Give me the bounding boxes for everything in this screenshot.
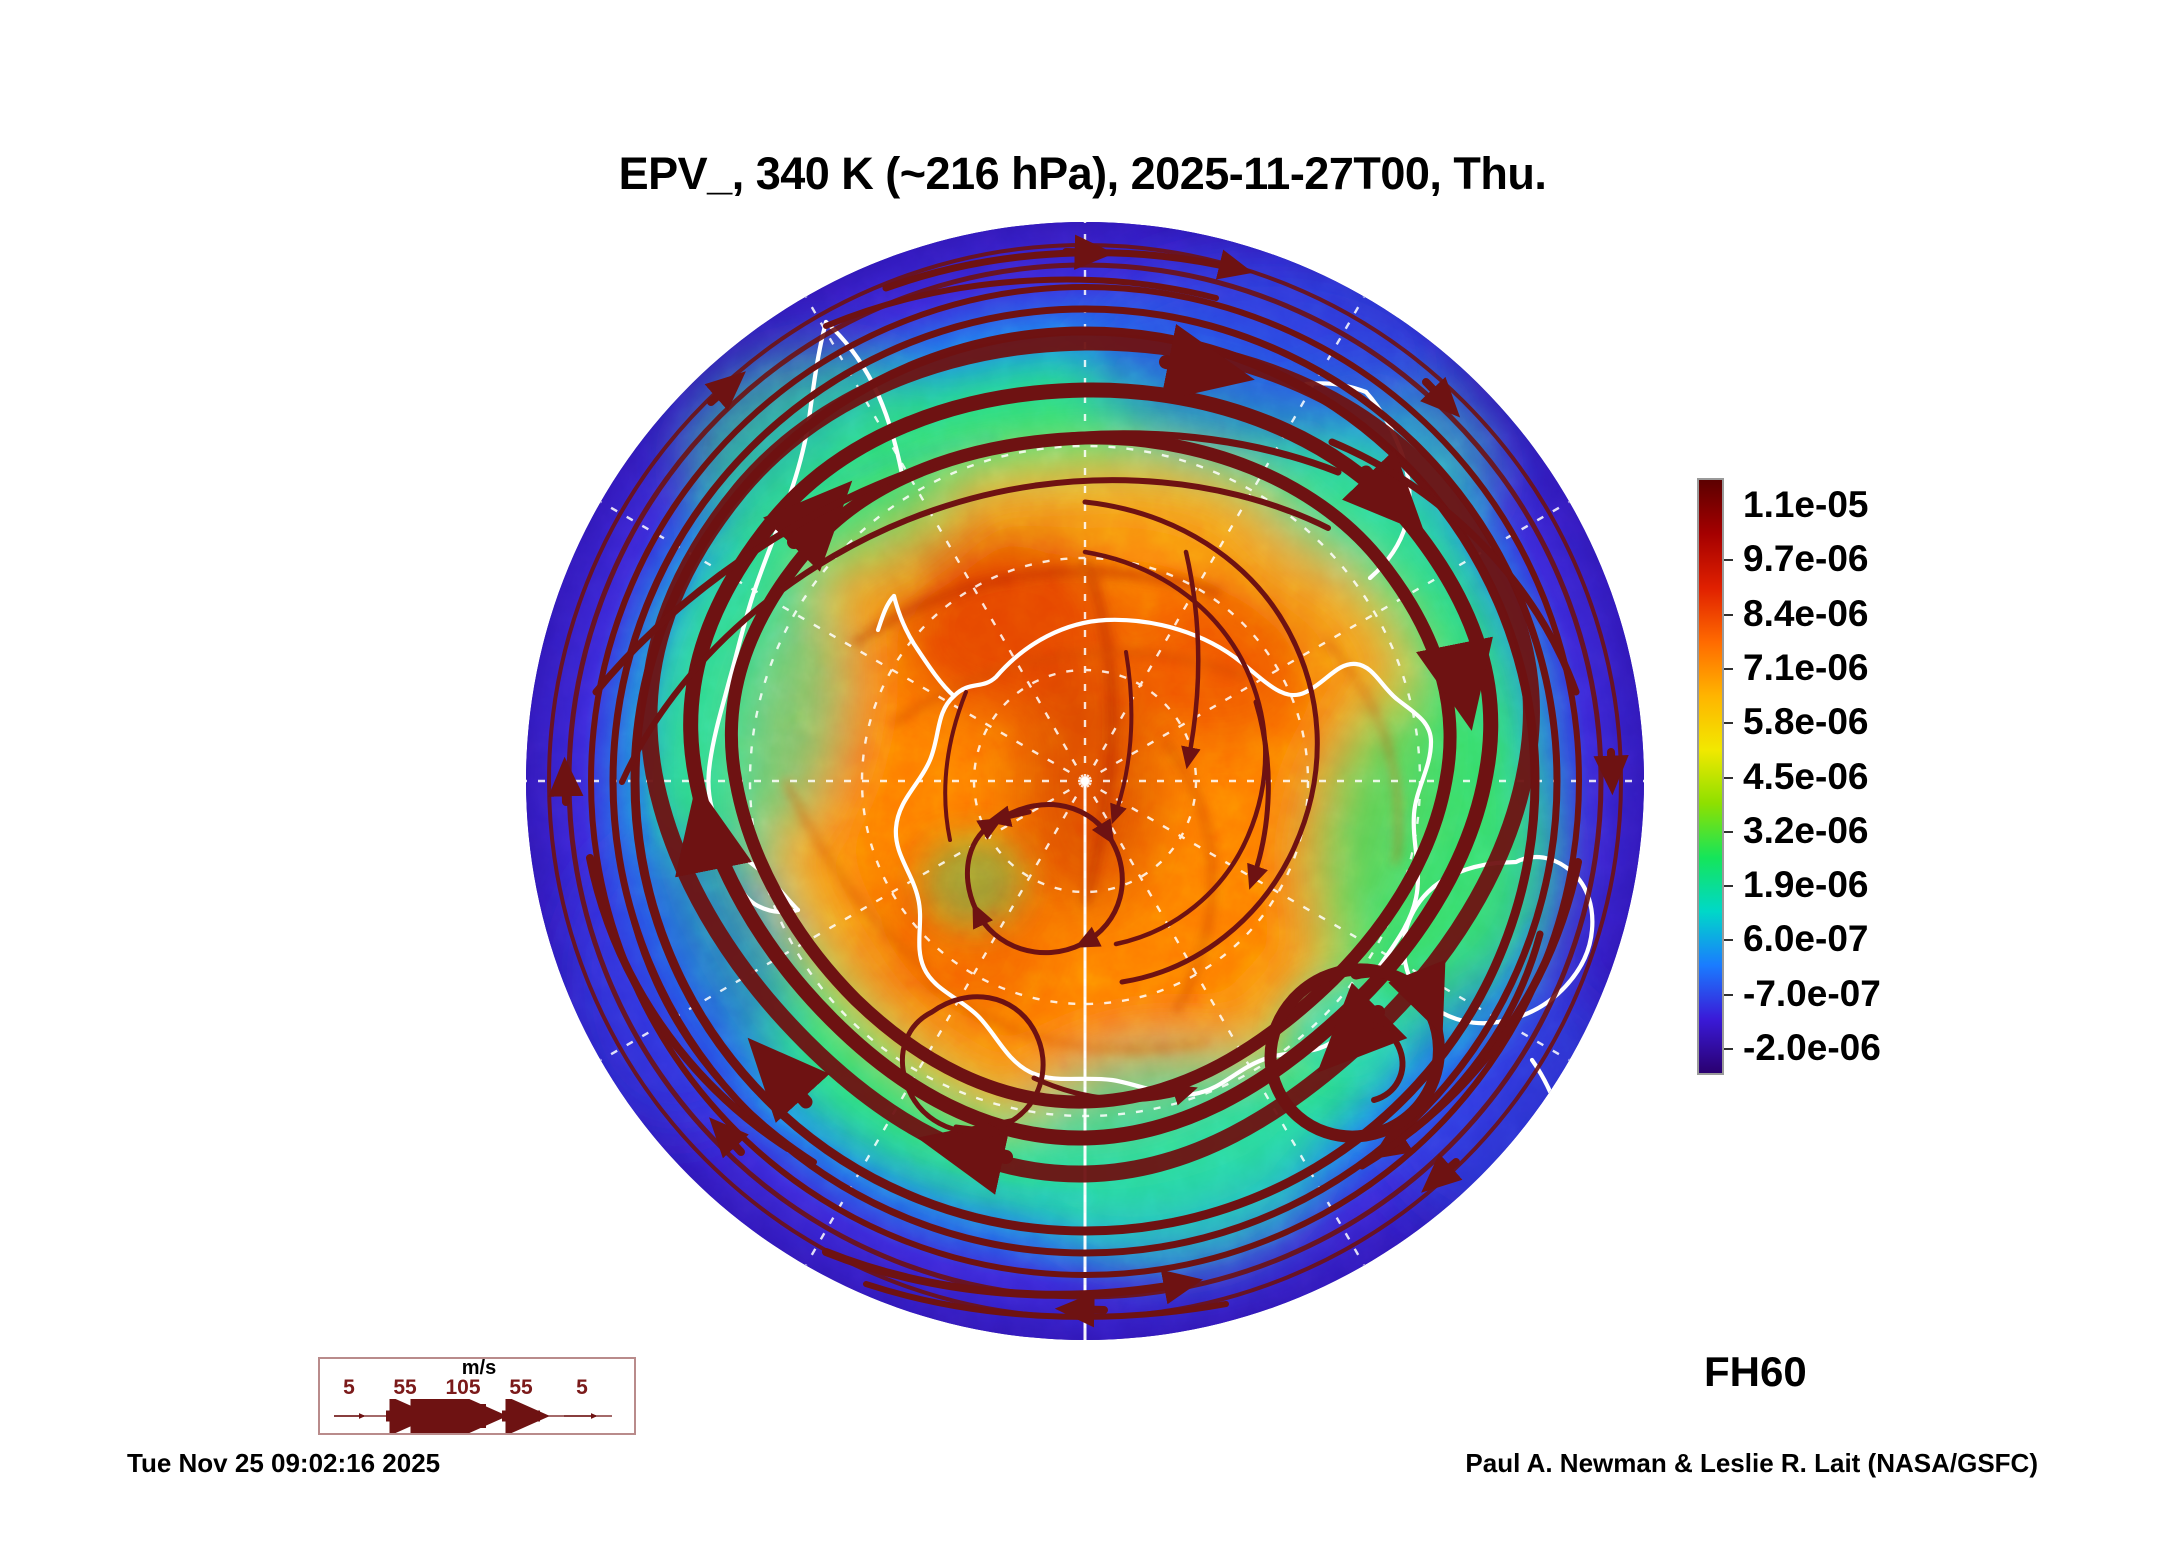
generation-timestamp: Tue Nov 25 09:02:16 2025	[127, 1448, 440, 1479]
wind-streamlines	[526, 222, 1644, 1340]
colorbar-tick-label: 8.4e-06	[1743, 593, 1869, 635]
colorbar-tick-label: 7.1e-06	[1743, 647, 1869, 689]
colorbar-tick-label: 1.9e-06	[1743, 864, 1869, 906]
colorbar-tick-label: -2.0e-06	[1743, 1027, 1881, 1069]
wind-legend-value: 55	[393, 1376, 416, 1400]
wind-legend-value: 5	[343, 1376, 355, 1400]
wind-speed-legend: m/s 555105555	[318, 1357, 636, 1435]
wind-legend-value: 55	[509, 1376, 532, 1400]
colorbar-ticks	[1724, 478, 1734, 1075]
polar-map	[526, 222, 1644, 1340]
colorbar-tick	[1724, 831, 1733, 833]
colorbar-tick	[1724, 777, 1733, 779]
colorbar-tick-label: 9.7e-06	[1743, 538, 1869, 580]
wind-legend-value: 5	[576, 1376, 588, 1400]
colorbar-tick	[1724, 614, 1733, 616]
colorbar-tick-label: 4.5e-06	[1743, 756, 1869, 798]
colorbar-tick-label: 6.0e-07	[1743, 918, 1869, 960]
colorbar-tick	[1724, 668, 1733, 670]
colorbar-tick-label: 3.2e-06	[1743, 810, 1869, 852]
colorbar-tick	[1724, 939, 1733, 941]
attribution-label: Paul A. Newman & Leslie R. Lait (NASA/GS…	[1465, 1448, 2038, 1479]
wind-legend-value: 105	[445, 1376, 480, 1400]
page-title: EPV_, 340 K (~216 hPa), 2025-11-27T00, T…	[0, 148, 2165, 200]
colorbar-gradient	[1697, 478, 1724, 1075]
colorbar-labels: 1.1e-05 9.7e-06 8.4e-06 7.1e-06 5.8e-06 4.5e-…	[1743, 478, 2083, 1075]
colorbar-tick	[1724, 1048, 1733, 1050]
colorbar-tick-label: 5.8e-06	[1743, 701, 1869, 743]
colorbar-tick-label: 1.1e-05	[1743, 484, 1869, 526]
forecast-hour-label: FH60	[1704, 1348, 1807, 1396]
colorbar-tick	[1724, 722, 1733, 724]
wind-legend-arrow-scale	[320, 1399, 638, 1433]
colorbar: 1.1e-05 9.7e-06 8.4e-06 7.1e-06 5.8e-06 4.5e-…	[1697, 478, 2117, 1078]
colorbar-tick	[1724, 559, 1733, 561]
colorbar-tick-label: -7.0e-07	[1743, 973, 1881, 1015]
colorbar-tick	[1724, 885, 1733, 887]
colorbar-tick	[1724, 994, 1733, 996]
globe-disc	[526, 222, 1644, 1340]
